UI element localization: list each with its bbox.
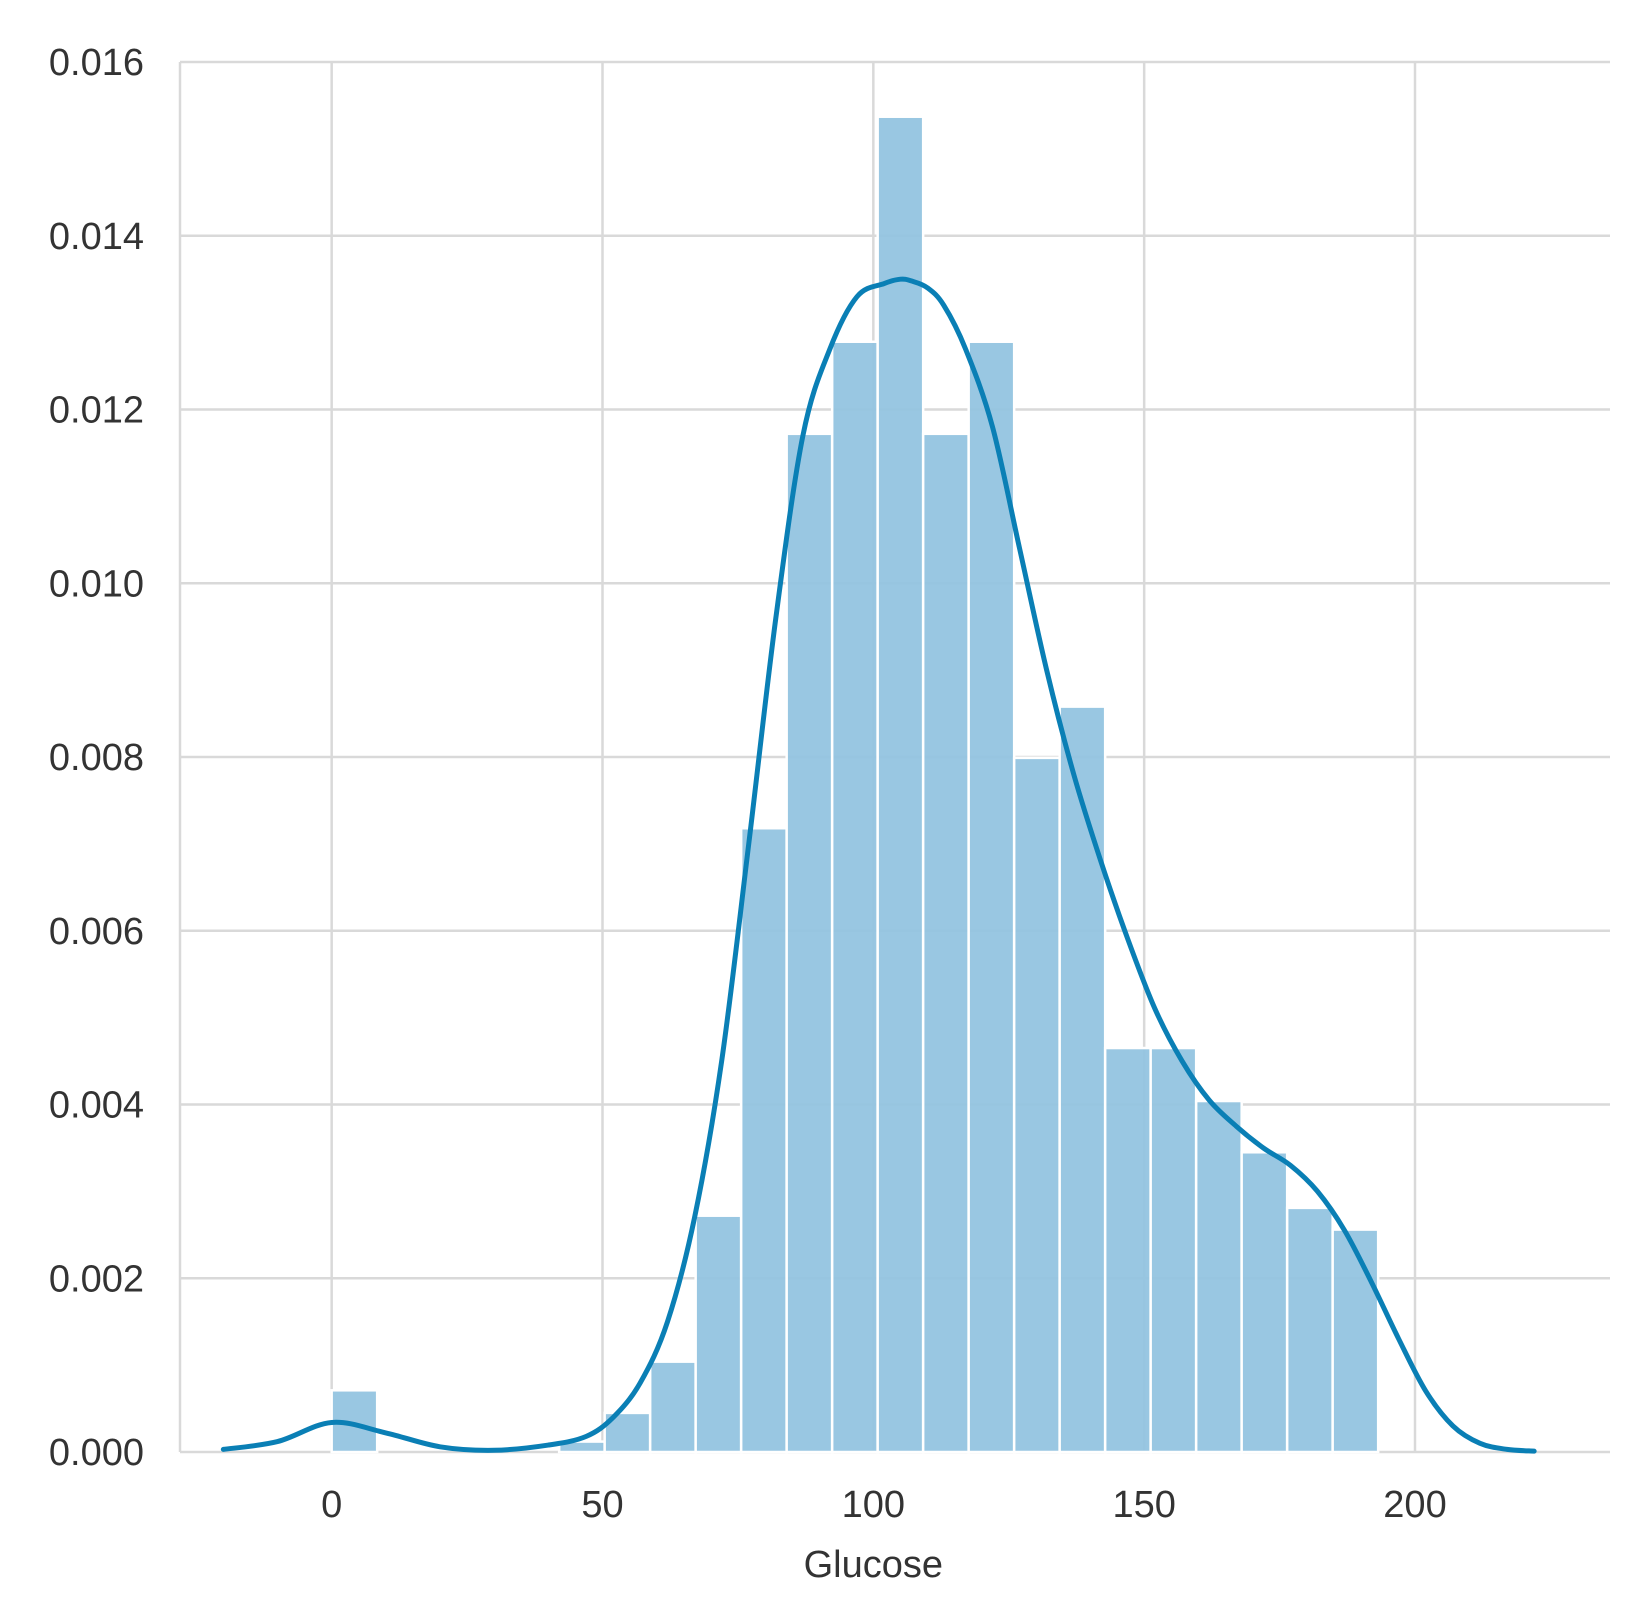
y-tick-label: 0.014 <box>49 216 144 258</box>
histogram-bar <box>830 340 879 1454</box>
histogram-bar <box>1194 1099 1243 1454</box>
histogram-bar <box>921 432 970 1454</box>
histogram-bar <box>1103 1046 1152 1454</box>
kde-curve <box>220 276 1537 1454</box>
histogram-bar <box>1285 1206 1334 1454</box>
histogram-bar <box>739 826 788 1454</box>
y-tick-label: 0.016 <box>49 42 144 84</box>
y-tick-label: 0.004 <box>49 1085 144 1127</box>
histogram-bar <box>1331 1228 1380 1454</box>
histogram-bar <box>785 432 834 1454</box>
y-tick-label: 0.008 <box>49 737 144 779</box>
histogram-bar <box>967 340 1016 1454</box>
kde-layer <box>220 276 1537 1454</box>
histogram-bar <box>1012 756 1061 1454</box>
y-tick-label: 0.000 <box>49 1432 144 1474</box>
x-tick-label: 50 <box>581 1484 623 1526</box>
histogram-bar <box>648 1360 697 1454</box>
histogram-bar <box>876 115 925 1454</box>
y-tick-label: 0.002 <box>49 1258 144 1300</box>
y-tick-label: 0.010 <box>49 563 144 605</box>
axis-layer: 0.000 0.002 0.004 0.006 0.008 0.010 0.012 0.014… <box>49 42 1447 1586</box>
x-tick-label: 200 <box>1383 1484 1446 1526</box>
x-tick-label: 150 <box>1112 1484 1175 1526</box>
x-tick-label: 100 <box>842 1484 905 1526</box>
histogram-bar <box>1058 705 1107 1454</box>
y-tick-label: 0.012 <box>49 390 144 432</box>
histogram-bar <box>1240 1151 1289 1454</box>
bar-layer <box>330 115 1380 1454</box>
histogram-bar <box>694 1214 743 1454</box>
x-tick-label: 0 <box>321 1484 342 1526</box>
histogram-bar <box>1149 1046 1198 1454</box>
x-axis-title: Glucose <box>804 1544 943 1586</box>
y-tick-label: 0.006 <box>49 911 144 953</box>
